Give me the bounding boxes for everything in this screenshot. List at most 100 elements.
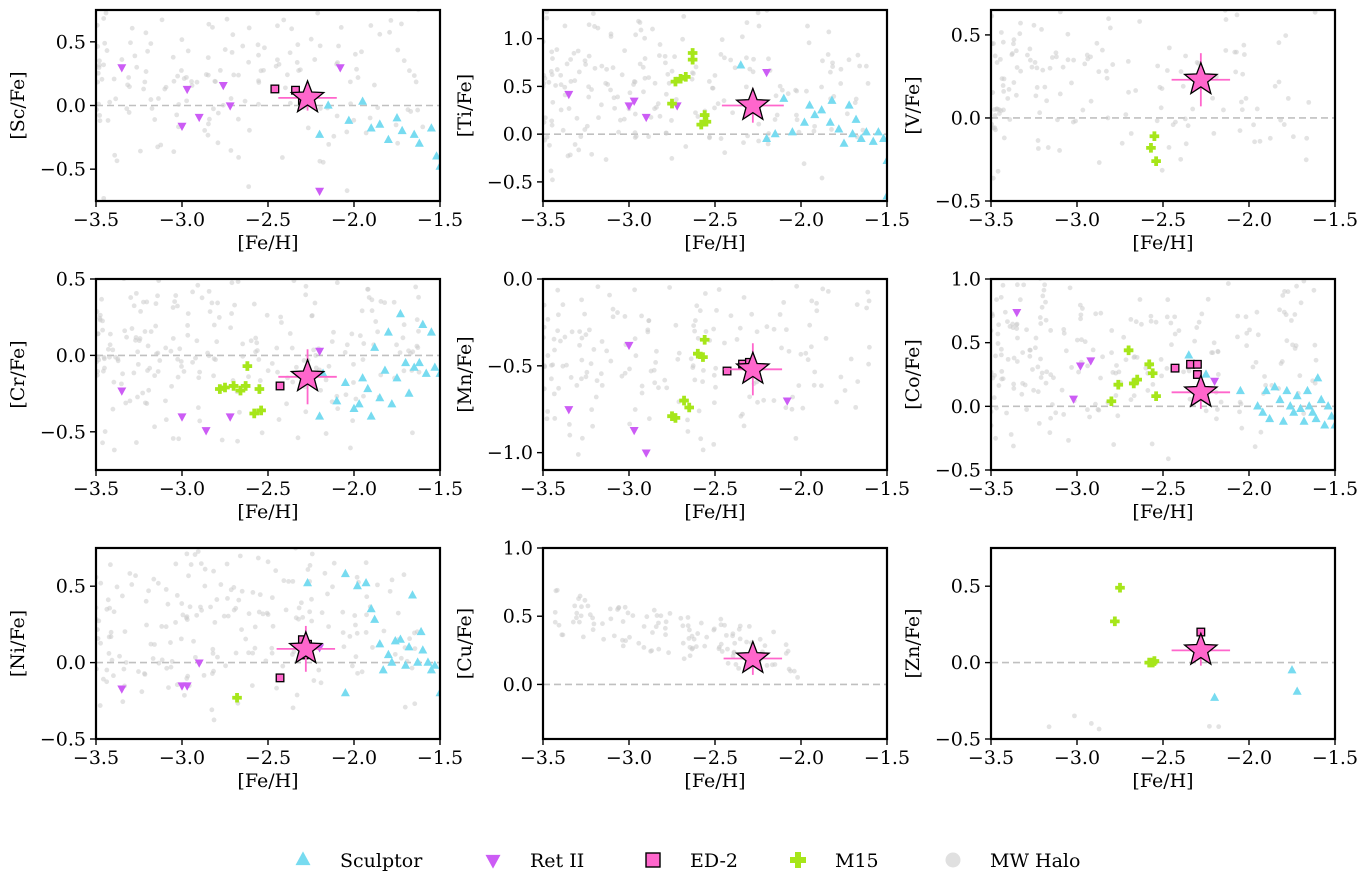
sculptor-point <box>1282 385 1292 395</box>
mw-halo-point <box>589 151 595 157</box>
mw-halo-point <box>552 416 558 421</box>
mw-halo-point <box>1131 355 1137 360</box>
mw-halo-point <box>1046 724 1052 730</box>
mw-halo-point <box>133 290 139 296</box>
mw-halo-point <box>675 356 681 362</box>
mw-halo-point <box>287 331 293 336</box>
mw-halo-point <box>1076 369 1081 375</box>
mw-halo-point <box>663 91 669 97</box>
mw-halo-point <box>685 417 690 423</box>
mw-halo-point <box>264 312 270 318</box>
mw-halo-point <box>1166 145 1172 150</box>
sculptor-point <box>1296 403 1306 412</box>
mw-halo-point <box>1007 117 1013 122</box>
mw-halo-point <box>555 312 561 318</box>
x-axis-label: [Fe/H] <box>684 232 745 254</box>
x-tick-label: −2.0 <box>331 747 377 769</box>
mw-halo-point <box>680 640 686 646</box>
mw-halo-point <box>662 53 668 59</box>
mw-halo-point <box>354 574 360 580</box>
mw-halo-point <box>243 636 249 642</box>
mw-halo-point <box>187 604 193 610</box>
mw-halo-point <box>1049 55 1055 60</box>
x-tick-label: −3.0 <box>606 747 652 769</box>
mw-halo-point <box>335 60 340 66</box>
mw-halo-point <box>363 130 369 136</box>
mw-halo-point <box>1241 52 1247 57</box>
mw-halo-point <box>589 407 595 413</box>
mw-halo-point <box>1031 22 1037 28</box>
mw-halo-point <box>344 342 350 348</box>
mw-halo-point <box>134 233 139 238</box>
mw-halo-point <box>254 340 260 346</box>
mw-halo-point <box>744 639 749 645</box>
mw-halo-point <box>632 287 638 293</box>
m15-point <box>1113 379 1124 390</box>
mw-halo-point <box>646 318 652 323</box>
mw-halo-point <box>317 106 323 111</box>
mw-halo-point <box>318 680 324 686</box>
mw-halo-point <box>1238 401 1244 407</box>
retii-point <box>1210 377 1220 387</box>
mw-halo-point <box>995 341 1001 346</box>
mw-halo-point <box>798 351 804 357</box>
mw-halo-point <box>303 409 309 415</box>
mw-halo-point <box>789 406 795 412</box>
mw-halo-point <box>1283 312 1289 318</box>
panel-mnfe: −3.5 −3.0 −2.5 −2.0 −1.5−1.0−0.50.0[Fe/H][Mn… <box>454 269 910 524</box>
mw-halo-point <box>555 328 561 334</box>
sculptor-point <box>409 129 419 138</box>
mw-halo-point <box>1008 432 1014 437</box>
mw-halo-point <box>1011 41 1016 47</box>
mw-halo-point <box>185 323 191 328</box>
mw-halo-point <box>1282 289 1287 294</box>
mw-halo-point <box>295 42 301 48</box>
mw-halo-point <box>697 0 702 3</box>
mw-halo-point <box>578 134 584 140</box>
mw-halo-point <box>103 10 109 16</box>
mw-halo-point <box>141 86 146 92</box>
x-tick-label: −3.0 <box>159 209 205 231</box>
mw-halo-point <box>381 628 387 634</box>
sculptor-point <box>349 403 359 412</box>
m15-point <box>256 405 266 416</box>
mw-halo-point <box>256 52 261 58</box>
mw-halo-point <box>1065 57 1071 63</box>
mw-halo-point <box>170 305 176 310</box>
mw-halo-point <box>313 353 319 358</box>
mw-halo-point <box>1239 425 1245 431</box>
mw-halo-point <box>627 634 632 640</box>
y-tick-label: 0.5 <box>56 269 86 291</box>
x-tick-label: −3.0 <box>1054 747 1100 769</box>
mw-halo-point <box>1292 312 1298 317</box>
mw-halo-point <box>786 348 792 354</box>
mw-halo-point <box>96 62 102 68</box>
mw-halo-point <box>863 63 869 69</box>
mw-halo-point <box>801 161 807 167</box>
mw-halo-point <box>199 607 204 613</box>
mw-halo-point <box>101 62 106 68</box>
mw-halo-point <box>620 619 626 624</box>
mw-halo-point <box>1011 381 1017 387</box>
mw-halo-point <box>173 620 178 625</box>
mw-halo-point <box>348 535 353 540</box>
mw-halo-point <box>305 567 311 572</box>
mw-halo-point <box>1074 337 1080 343</box>
x-tick-label: −2.5 <box>692 478 738 500</box>
mw-halo-point <box>246 59 252 65</box>
mw-halo-point <box>1082 339 1088 345</box>
mw-halo-point <box>352 51 358 57</box>
mw-halo-point <box>123 400 129 406</box>
mw-halo-point <box>1126 89 1131 95</box>
mw-halo-point <box>646 416 652 422</box>
mw-halo-point <box>838 374 844 380</box>
mw-halo-point <box>1172 314 1178 320</box>
mw-halo-point <box>101 195 107 201</box>
mw-halo-point <box>341 644 347 650</box>
mw-halo-point <box>998 346 1004 352</box>
mw-halo-point <box>844 111 850 117</box>
mw-halo-point <box>853 96 859 102</box>
mw-halo-point <box>98 640 103 646</box>
mw-halo-point <box>620 637 625 643</box>
mw-halo-point <box>992 107 997 112</box>
